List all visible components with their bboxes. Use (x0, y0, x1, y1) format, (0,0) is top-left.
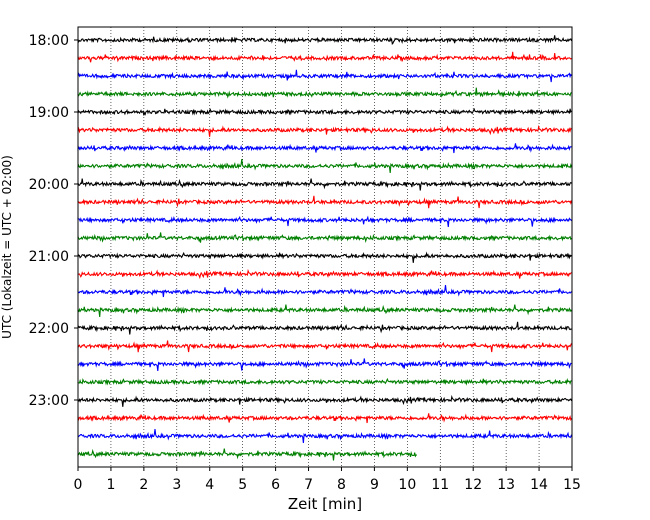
x-tick-label: 0 (74, 477, 83, 493)
trace-2215 (77, 340, 573, 353)
trace-1815 (77, 51, 572, 63)
trace-2200 (77, 321, 572, 335)
trace-2345 (77, 448, 418, 461)
trace-2115 (77, 268, 572, 280)
x-axis-label: Zeit [min] (288, 495, 362, 513)
trace-2045 (77, 232, 572, 243)
traces (77, 35, 573, 461)
x-tick-label: 2 (139, 477, 148, 493)
trace-2245 (77, 377, 572, 386)
x-tick-label: 10 (398, 477, 416, 493)
x-tick-label: 5 (238, 477, 247, 493)
x-tick-label: 15 (563, 477, 581, 493)
y-tick-label: 21:00 (29, 249, 69, 265)
trace-2030 (77, 215, 572, 227)
y-tick-label: 18:00 (29, 33, 69, 49)
trace-2145 (77, 304, 572, 317)
trace-2315 (77, 413, 572, 424)
x-tick-label: 4 (205, 477, 214, 493)
trace-2230 (77, 358, 572, 371)
x-tick-label: 11 (431, 477, 449, 493)
trace-1945 (77, 159, 573, 173)
x-tick-label: 13 (497, 477, 515, 493)
trace-1900 (77, 107, 572, 116)
trace-1830 (77, 69, 572, 83)
x-tick-label: 8 (337, 477, 346, 493)
y-tick-label: 20:00 (29, 177, 69, 193)
trace-1800 (77, 35, 573, 46)
trace-1845 (77, 87, 572, 99)
trace-1915 (77, 124, 572, 137)
y-tick-label: 23:00 (29, 393, 69, 409)
y-axis: 18:00 19:00 20:00 21:00 22:00 23:00 (29, 33, 78, 409)
x-tick-label: 7 (304, 477, 313, 493)
x-tick-label: 3 (172, 477, 181, 493)
trace-1930 (77, 143, 572, 154)
x-axis: 0 1 2 3 4 5 6 7 8 9 10 11 12 13 14 15 (74, 467, 581, 493)
trace-2130 (77, 285, 572, 298)
trace-2330 (77, 429, 573, 443)
trace-2100 (77, 251, 572, 263)
y-axis-label: UTC (Lokalzeit = UTC + 02:00) (0, 155, 14, 339)
plot-frame (77, 26, 573, 468)
grid-lines (110, 27, 540, 467)
y-tick-label: 22:00 (29, 321, 69, 337)
trace-2000 (77, 178, 572, 191)
x-tick-label: 1 (106, 477, 115, 493)
y-tick-label: 19:00 (29, 105, 69, 121)
x-tick-label: 14 (530, 477, 548, 493)
x-tick-label: 12 (464, 477, 482, 493)
x-tick-label: 9 (370, 477, 379, 493)
trace-2015 (77, 195, 573, 209)
trace-2300 (77, 394, 573, 407)
x-tick-label: 6 (271, 477, 280, 493)
